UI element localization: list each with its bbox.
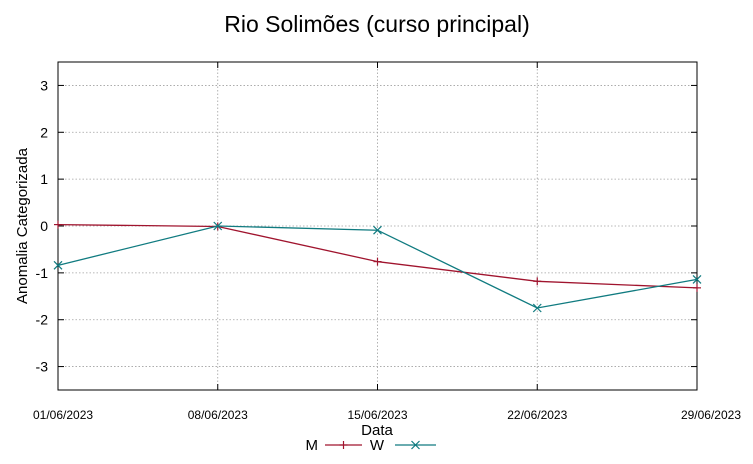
data-point-w	[53, 260, 63, 270]
x-tick-label: 01/06/2023	[33, 408, 93, 422]
y-axis-ticks: 3 2 1 0 -1 -2 -3	[36, 77, 697, 375]
data-series	[53, 220, 702, 313]
x-tick-label: 29/06/2023	[681, 408, 741, 422]
x-tick-label: 08/06/2023	[188, 408, 248, 422]
x-tick-label: 15/06/2023	[347, 408, 407, 422]
y-tick-label: 3	[40, 77, 48, 93]
legend-label-m: M	[306, 437, 319, 454]
data-point-w	[692, 274, 702, 284]
data-point-w	[373, 225, 382, 235]
data-point-m	[693, 283, 701, 292]
legend-label-w: W	[370, 437, 385, 454]
x-tick-label: 22/06/2023	[507, 408, 567, 422]
x-axis-ticks: 01/06/2023 08/06/2023 15/06/2023 22/06/2023…	[33, 62, 741, 422]
y-tick-label: -1	[36, 265, 49, 281]
y-tick-label: 0	[40, 218, 48, 234]
data-point-w	[532, 303, 542, 313]
x-axis-label: Data	[361, 422, 393, 439]
data-point-w	[213, 221, 223, 231]
y-axis-label: Anomalia Categorizada	[14, 147, 31, 304]
y-tick-label: 1	[40, 171, 48, 187]
data-point-m	[373, 257, 382, 266]
data-point-m	[533, 277, 542, 286]
legend-marker-w	[411, 440, 420, 450]
data-point-m	[54, 220, 62, 229]
legend-marker-m	[339, 441, 348, 449]
y-tick-label: -3	[36, 359, 49, 375]
y-tick-label: 2	[40, 124, 48, 140]
chart-title: Rio Solimões (curso principal)	[224, 11, 530, 37]
y-tick-label: -2	[36, 312, 49, 328]
